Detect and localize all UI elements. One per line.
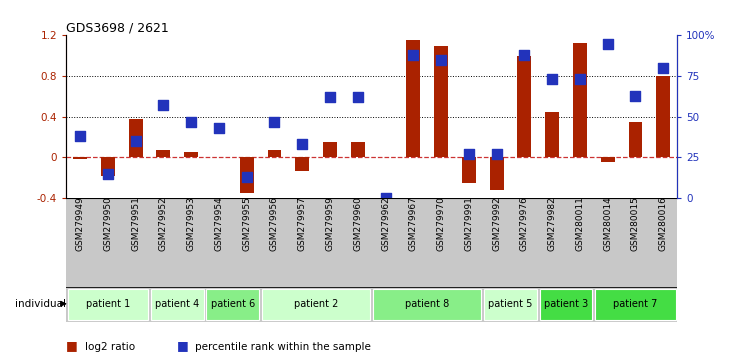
- Bar: [657, 76, 670, 157]
- Point: [269, 119, 280, 124]
- Bar: [406, 40, 420, 157]
- Point: [519, 52, 531, 58]
- Bar: [262, 289, 370, 320]
- Point: [491, 151, 503, 157]
- Point: [74, 133, 86, 139]
- Bar: [240, 157, 254, 193]
- Bar: [595, 289, 676, 320]
- Text: GDS3698 / 2621: GDS3698 / 2621: [66, 21, 169, 34]
- Bar: [157, 150, 170, 157]
- Bar: [434, 46, 448, 157]
- Text: individual: individual: [15, 299, 66, 309]
- Bar: [101, 157, 115, 176]
- Text: patient 8: patient 8: [405, 299, 450, 309]
- Point: [463, 151, 475, 157]
- Bar: [545, 112, 559, 157]
- Text: patient 3: patient 3: [544, 299, 588, 309]
- Point: [602, 41, 614, 46]
- Bar: [539, 289, 592, 320]
- Point: [546, 76, 558, 82]
- Point: [657, 65, 669, 71]
- Bar: [151, 289, 204, 320]
- Bar: [68, 289, 148, 320]
- Text: patient 7: patient 7: [613, 299, 658, 309]
- Point: [213, 125, 225, 131]
- Point: [574, 76, 586, 82]
- Bar: [517, 56, 531, 157]
- Text: patient 5: patient 5: [488, 299, 533, 309]
- Bar: [373, 289, 481, 320]
- Point: [435, 57, 447, 63]
- Point: [408, 52, 420, 58]
- Text: patient 6: patient 6: [210, 299, 255, 309]
- Text: log2 ratio: log2 ratio: [85, 342, 135, 352]
- Bar: [323, 142, 337, 157]
- Point: [352, 95, 364, 100]
- Bar: [129, 119, 143, 157]
- Text: patient 1: patient 1: [86, 299, 130, 309]
- Text: ■: ■: [177, 339, 188, 352]
- Point: [130, 138, 141, 144]
- Bar: [268, 150, 281, 157]
- Bar: [351, 142, 365, 157]
- Text: patient 4: patient 4: [155, 299, 199, 309]
- Text: ■: ■: [66, 339, 78, 352]
- Text: patient 2: patient 2: [294, 299, 339, 309]
- Point: [185, 119, 197, 124]
- Point: [297, 142, 308, 147]
- Bar: [184, 152, 198, 157]
- Bar: [207, 289, 259, 320]
- Bar: [295, 157, 309, 171]
- Point: [241, 174, 252, 180]
- Bar: [629, 122, 643, 157]
- Bar: [462, 157, 475, 183]
- Point: [629, 93, 641, 98]
- Bar: [489, 157, 503, 190]
- Text: percentile rank within the sample: percentile rank within the sample: [195, 342, 371, 352]
- Bar: [484, 289, 537, 320]
- Bar: [601, 157, 615, 162]
- Point: [102, 171, 114, 176]
- Point: [158, 102, 169, 108]
- Point: [324, 95, 336, 100]
- Point: [380, 195, 392, 201]
- Bar: [73, 157, 87, 159]
- Bar: [573, 42, 587, 157]
